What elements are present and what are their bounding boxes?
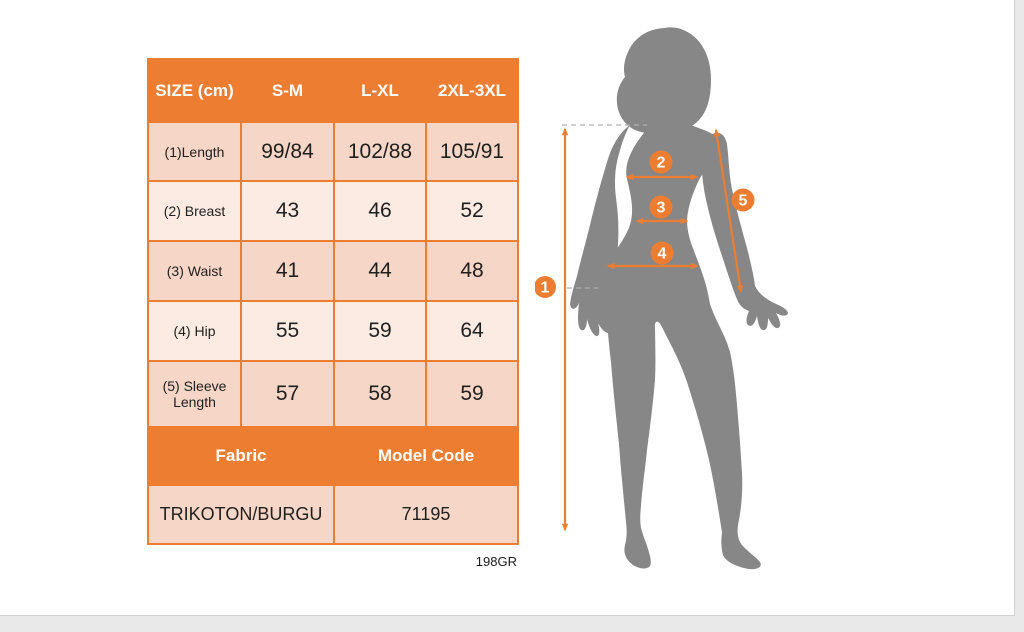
sleeve-value-lxl: 58 <box>333 360 427 428</box>
measurement-figure: 1 2 3 4 5 <box>535 27 788 570</box>
silhouette-torso-legs <box>602 123 761 570</box>
body-silhouette <box>570 27 788 570</box>
marker-4-label: 4 <box>658 246 667 263</box>
table-row-waist: (3) Waist 41 44 48 <box>147 240 519 302</box>
marker-3-label: 3 <box>657 200 666 217</box>
table-row-hip: (4) Hip 55 59 64 <box>147 300 519 362</box>
size-unit-header: SIZE (cm) <box>147 58 242 123</box>
row-label-breast: (2) Breast <box>147 180 242 242</box>
table-row-length: (1)Length 99/84 102/88 105/91 <box>147 121 519 182</box>
waist-value-2xl3xl: 48 <box>425 240 519 302</box>
right-gutter <box>1015 0 1024 632</box>
silhouette-right-arm <box>701 132 788 331</box>
length-value-sm: 99/84 <box>240 121 335 182</box>
breast-value-2xl3xl: 52 <box>425 180 519 242</box>
model-code-value: 71195 <box>333 484 519 545</box>
table-row-sleeve: (5) Sleeve Length 57 58 59 <box>147 360 519 428</box>
marker-1-label: 1 <box>541 280 550 297</box>
marker-5: 5 <box>731 188 755 212</box>
column-header-lxl: L-XL <box>333 58 427 123</box>
waist-value-lxl: 44 <box>333 240 427 302</box>
sleeve-value-2xl3xl: 59 <box>425 360 519 428</box>
hip-value-lxl: 59 <box>333 300 427 362</box>
marker-3: 3 <box>649 195 673 219</box>
model-code-header: Model Code <box>333 426 519 486</box>
waist-value-sm: 41 <box>240 240 335 302</box>
row-label-waist: (3) Waist <box>147 240 242 302</box>
column-header-sm: S-M <box>240 58 335 123</box>
length-value-2xl3xl: 105/91 <box>425 121 519 182</box>
sleeve-value-sm: 57 <box>240 360 335 428</box>
marker-4: 4 <box>650 241 674 265</box>
size-chart-table: SIZE (cm) S-M L-XL 2XL-3XL (1)Length 99/… <box>147 58 519 545</box>
hip-value-sm: 55 <box>240 300 335 362</box>
marker-1: 1 <box>535 276 556 298</box>
marker-2-label: 2 <box>657 155 666 172</box>
breast-value-lxl: 46 <box>333 180 427 242</box>
table-row-breast: (2) Breast 43 46 52 <box>147 180 519 242</box>
length-value-lxl: 102/88 <box>333 121 427 182</box>
hip-value-2xl3xl: 64 <box>425 300 519 362</box>
row-label-sleeve: (5) Sleeve Length <box>147 360 242 428</box>
size-chart-header-row: SIZE (cm) S-M L-XL 2XL-3XL <box>147 58 519 123</box>
table-row-footer-header: Fabric Model Code <box>147 426 519 486</box>
weight-note: 198GR <box>475 554 517 569</box>
bottom-gutter <box>0 616 1024 632</box>
fabric-value: TRIKOTON/BURGU <box>147 484 335 545</box>
fabric-header: Fabric <box>147 426 335 486</box>
column-header-2xl3xl: 2XL-3XL <box>425 58 519 123</box>
row-label-length: (1)Length <box>147 121 242 182</box>
page-canvas: SIZE (cm) S-M L-XL 2XL-3XL (1)Length 99/… <box>0 0 1015 616</box>
table-row-footer-values: TRIKOTON/BURGU 71195 <box>147 484 519 545</box>
marker-2: 2 <box>649 150 673 174</box>
row-label-hip: (4) Hip <box>147 300 242 362</box>
marker-5-label: 5 <box>739 193 748 210</box>
silhouette-left-arm <box>570 125 630 337</box>
sleeve-arrow <box>713 128 744 294</box>
silhouette-head <box>616 27 711 134</box>
breast-value-sm: 43 <box>240 180 335 242</box>
